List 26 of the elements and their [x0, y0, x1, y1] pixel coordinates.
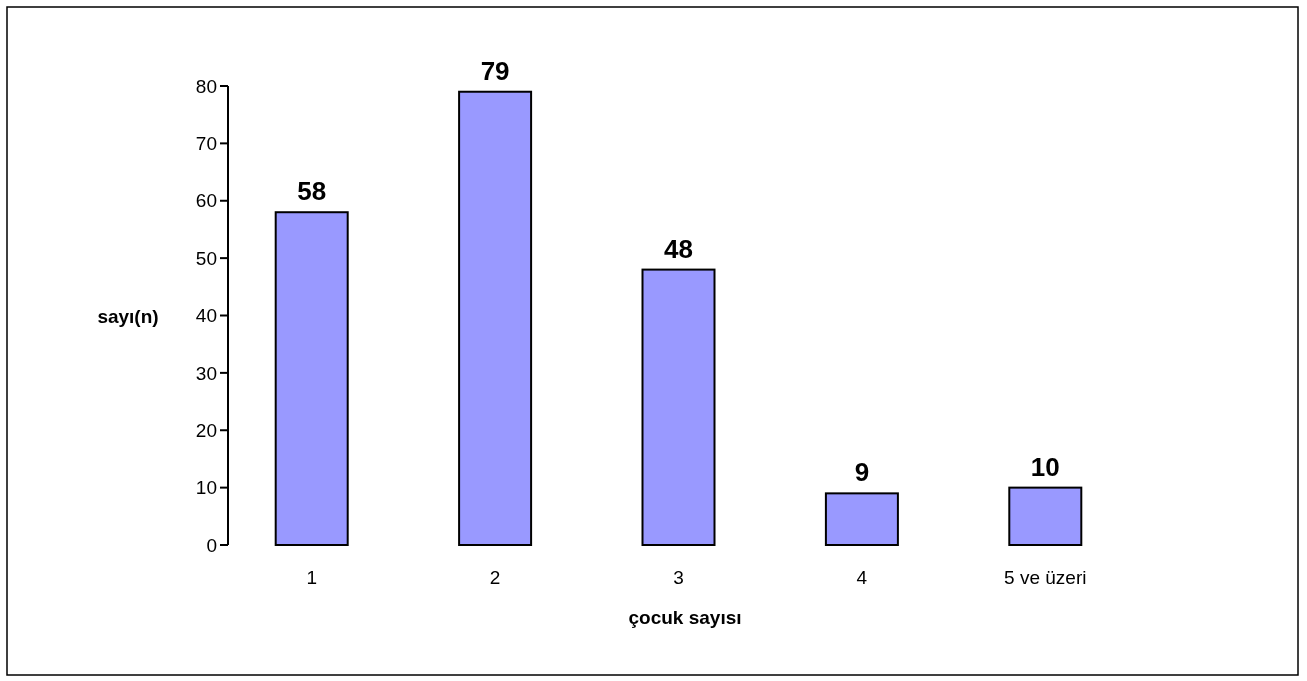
data-label: 10 [1030, 451, 1060, 482]
y-tick-label: 40 [195, 305, 217, 327]
y-tick-label: 50 [195, 247, 217, 269]
data-label: 79 [480, 55, 510, 86]
x-tick-label: 3 [673, 567, 684, 588]
y-tick-label: 10 [195, 477, 217, 499]
y-axis-title: sayı(n) [97, 305, 159, 327]
bar [1008, 486, 1083, 546]
bar [641, 268, 716, 546]
x-tick-label: 4 [856, 567, 868, 588]
data-label: 58 [297, 176, 327, 207]
y-tick-label: 70 [195, 133, 217, 155]
bar [274, 211, 349, 546]
y-tick-label: 80 [195, 75, 217, 97]
y-tick-label: 60 [195, 190, 217, 212]
y-tick-label: 0 [206, 534, 217, 556]
data-label: 48 [664, 233, 693, 264]
x-tick-label: 1 [306, 567, 317, 588]
bar [458, 90, 533, 546]
x-tick-label: 2 [489, 567, 501, 588]
bar [824, 492, 899, 546]
x-tick-label: 5 ve üzeri [1004, 567, 1087, 588]
y-tick-label: 30 [195, 362, 217, 384]
y-tick-label: 20 [195, 419, 217, 441]
data-label: 9 [854, 457, 870, 488]
x-axis-title: çocuk sayısı [628, 607, 742, 628]
